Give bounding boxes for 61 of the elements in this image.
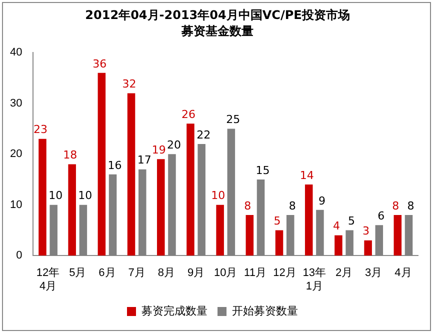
y-tick-label: 10 [10, 198, 22, 211]
x-tick-label: 12月 [273, 267, 296, 280]
x-tick-label: 8月 [158, 267, 175, 280]
bar [127, 93, 136, 256]
data-label: 8 [244, 199, 252, 212]
data-label: 5 [274, 214, 281, 228]
x-tick-label: 5月 [69, 267, 86, 280]
data-label: 14 [300, 168, 314, 182]
data-label: 8 [392, 199, 400, 212]
data-label: 8 [288, 199, 296, 212]
bar [275, 230, 284, 256]
chart-title: 2012年04月-2013年04月中国VC/PE投资市场 [84, 7, 351, 23]
data-label: 32 [122, 78, 136, 91]
data-label: 6 [378, 210, 385, 223]
data-label: 25 [226, 113, 240, 126]
bar [394, 215, 402, 256]
x-tick-label: 2月 [335, 267, 353, 280]
data-label: 36 [92, 57, 107, 70]
data-label: 10 [48, 189, 63, 202]
x-tick-label: 11月 [244, 267, 266, 280]
bar [216, 204, 224, 256]
data-label: 10 [211, 189, 226, 202]
bar [186, 124, 194, 256]
y-tick-label: 30 [10, 97, 22, 110]
bar [246, 215, 254, 256]
x-tick-label: 6月 [98, 267, 116, 280]
chart-subtitle: 募资基金数量 [180, 23, 254, 39]
data-label: 18 [63, 148, 78, 162]
y-tick-label: 0 [16, 250, 22, 262]
data-label: 10 [78, 189, 92, 202]
data-label: 8 [407, 199, 414, 212]
legend-label: 募资完成数量 [142, 304, 208, 318]
bar [156, 159, 165, 256]
data-label: 20 [166, 138, 181, 152]
data-label: 22 [196, 128, 211, 142]
bar [68, 164, 76, 256]
x-tick-label: 7月 [128, 267, 146, 280]
data-label: 16 [108, 158, 122, 172]
data-label: 9 [318, 194, 326, 208]
x-tick-label: 13年 1月 [302, 267, 326, 292]
bar [334, 235, 342, 256]
y-tick-label: 40 [10, 46, 22, 59]
data-label: 3 [362, 224, 370, 238]
legend-label: 开始募资数量 [232, 304, 298, 318]
data-label: 19 [152, 144, 166, 157]
data-label: 15 [256, 164, 270, 177]
data-label: 4 [332, 220, 340, 233]
data-label: 26 [181, 108, 196, 122]
bar [304, 184, 313, 256]
bar [364, 240, 372, 256]
bar [38, 138, 46, 256]
x-tick-label: 3月 [365, 267, 382, 280]
data-label: 23 [33, 123, 48, 136]
data-label: 5 [348, 214, 356, 228]
data-label: 17 [137, 154, 152, 167]
bar [98, 72, 106, 256]
x-tick-label: 4月 [394, 267, 412, 280]
x-tick-label: 9月 [187, 267, 205, 280]
x-tick-label: 12年 4月 [36, 267, 60, 292]
y-tick-label: 20 [10, 148, 22, 160]
x-tick-label: 10月 [214, 267, 238, 280]
